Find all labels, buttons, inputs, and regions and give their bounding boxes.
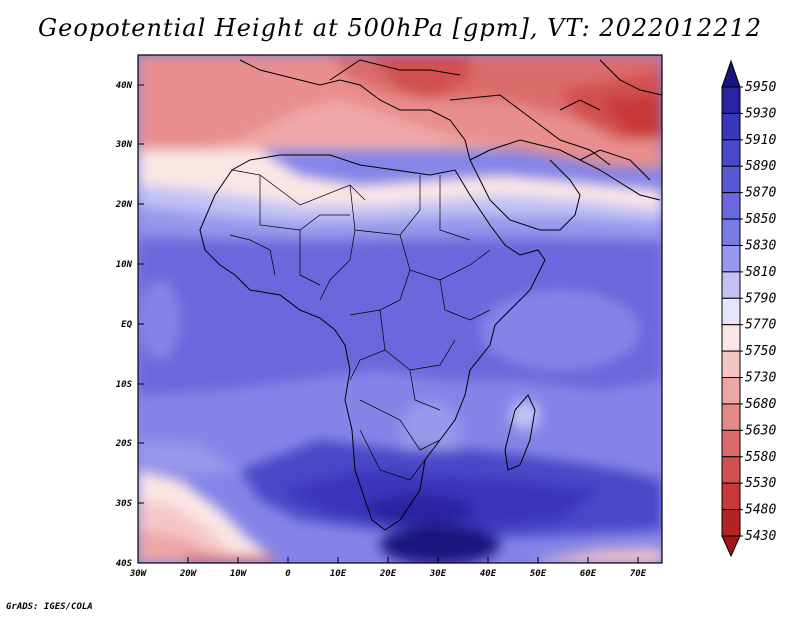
colorbar-bin <box>721 377 741 405</box>
colorbar-label: 5530 <box>745 476 776 491</box>
colorbar-label: 5910 <box>745 133 776 148</box>
colorbar-bin <box>721 324 741 352</box>
lon-tick-label: 0 <box>285 569 291 579</box>
colorbar-bin <box>721 403 741 431</box>
colorbar-bin <box>721 271 741 299</box>
colorbar-label: 5950 <box>745 80 776 95</box>
colorbar: 5950 5930 5910 5890 5870 5850 5830 5810 5790 5770… <box>721 59 776 558</box>
colorbar-bin <box>721 429 741 458</box>
lon-axis: 30W 20W 10W 0 10E 20E 30E 40E 50E 60E 70E <box>129 557 647 579</box>
colorbar-bin <box>721 192 741 220</box>
colorbar-label: 5630 <box>745 423 776 438</box>
country-borders <box>229 169 491 481</box>
map-frame <box>137 54 663 564</box>
colorbar-label: 5790 <box>745 291 776 306</box>
colorbar-bin <box>721 297 741 326</box>
lon-tick-label: 30W <box>129 569 148 579</box>
lat-tick-label: 30N <box>115 140 133 150</box>
colorbar-label: 5730 <box>745 371 776 386</box>
colorbar-bin <box>721 456 741 484</box>
lon-tick-label: 70E <box>630 569 647 579</box>
colorbar-label: 5930 <box>745 106 776 121</box>
colorbar-label: 5770 <box>745 318 776 333</box>
lon-tick-label: 10E <box>330 569 347 579</box>
colorbar-bin <box>721 165 741 194</box>
lon-tick-label: 60E <box>580 569 597 579</box>
colorbar-bottom-arrow <box>721 535 741 558</box>
lon-tick-label: 40E <box>480 569 497 579</box>
lon-tick-label: 20W <box>179 569 198 579</box>
colorbar-label: 5890 <box>745 159 776 174</box>
colorbar-label: 5680 <box>745 397 776 412</box>
lat-tick-label: 20N <box>115 200 133 210</box>
colorbar-label: 5430 <box>745 529 776 544</box>
colorbar-label: 5850 <box>745 212 776 227</box>
colorbar-label: 5830 <box>745 238 776 253</box>
lat-tick-label: 40N <box>116 81 133 91</box>
colorbar-bin <box>721 509 741 537</box>
colorbar-label: 5580 <box>745 450 776 465</box>
lat-tick-label: 30S <box>115 499 133 509</box>
colorbar-label: 5750 <box>745 344 776 359</box>
lat-tick-label: 40S <box>116 559 133 569</box>
lon-tick-label: 30E <box>429 569 447 579</box>
lon-tick-label: 50E <box>530 569 547 579</box>
lon-tick-label: 10W <box>230 569 248 579</box>
colorbar-top-arrow <box>721 59 741 88</box>
colorbar-bin <box>721 218 741 246</box>
map-title: Geopotential Height at 500hPa [gpm], VT:… <box>38 14 762 42</box>
colorbar-bin <box>721 112 741 141</box>
coastlines <box>199 59 662 531</box>
colorbar-bin <box>721 139 741 167</box>
height-field <box>138 55 662 563</box>
lat-tick-label: 10S <box>116 380 133 390</box>
lat-tick-label: EQ <box>121 320 132 330</box>
lat-axis: 40N 30N 20N 10N EQ 10S 20S 30S 40S <box>115 81 144 569</box>
lon-tick-label: 20E <box>379 569 397 579</box>
lat-tick-label: 20S <box>115 439 133 449</box>
colorbar-label: 5870 <box>745 186 776 201</box>
lat-tick-label: 10N <box>116 260 133 270</box>
colorbar-label: 5810 <box>745 265 776 280</box>
colorbar-bin <box>721 86 741 114</box>
colorbar-bin <box>721 482 741 511</box>
colorbar-bin <box>721 244 741 273</box>
footer-credit: GrADS: IGES/COLA <box>6 602 93 612</box>
colorbar-label: 5480 <box>745 503 776 518</box>
colorbar-bin <box>721 350 741 379</box>
